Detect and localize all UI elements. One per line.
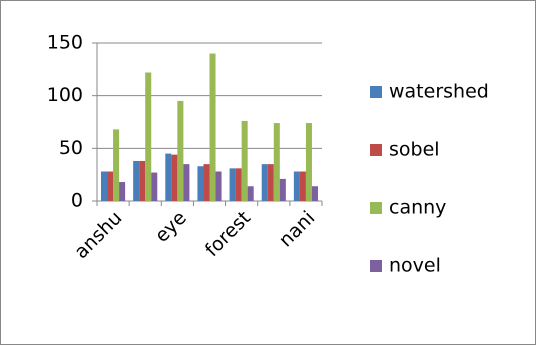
bar xyxy=(139,160,146,201)
bar xyxy=(113,129,120,201)
legend-label: sobel xyxy=(389,139,440,161)
y-tick-label: 0 xyxy=(71,190,83,212)
bar xyxy=(279,178,286,201)
bar xyxy=(165,153,172,201)
bar xyxy=(273,123,280,201)
legend-label: watershed xyxy=(389,81,489,103)
y-tick-label: 100 xyxy=(47,84,83,106)
legend-label: canny xyxy=(389,197,446,219)
legend-swatch xyxy=(370,260,382,272)
y-tick-label: 150 xyxy=(47,32,83,54)
bar xyxy=(197,166,204,201)
bar xyxy=(247,186,254,201)
bar xyxy=(101,171,108,201)
bar xyxy=(119,182,126,201)
bar xyxy=(215,171,222,201)
bar xyxy=(229,168,236,201)
bar xyxy=(261,164,268,201)
legend-swatch xyxy=(370,144,382,156)
bar xyxy=(293,171,300,201)
bar xyxy=(267,164,274,201)
bar xyxy=(171,154,178,201)
bar xyxy=(177,100,184,201)
bar xyxy=(151,172,158,201)
legend-swatch xyxy=(370,202,382,214)
bar xyxy=(311,186,318,201)
legend-swatch xyxy=(370,86,382,98)
bar xyxy=(235,168,242,201)
y-tick-label: 50 xyxy=(59,137,83,159)
bar xyxy=(145,72,152,201)
legend-label: novel xyxy=(389,255,441,277)
bar xyxy=(299,171,306,201)
bar xyxy=(305,123,312,201)
bar xyxy=(203,164,210,201)
bar xyxy=(183,164,190,201)
bar xyxy=(241,120,248,201)
bar xyxy=(133,160,140,201)
bar xyxy=(107,171,114,201)
bar xyxy=(209,53,216,202)
